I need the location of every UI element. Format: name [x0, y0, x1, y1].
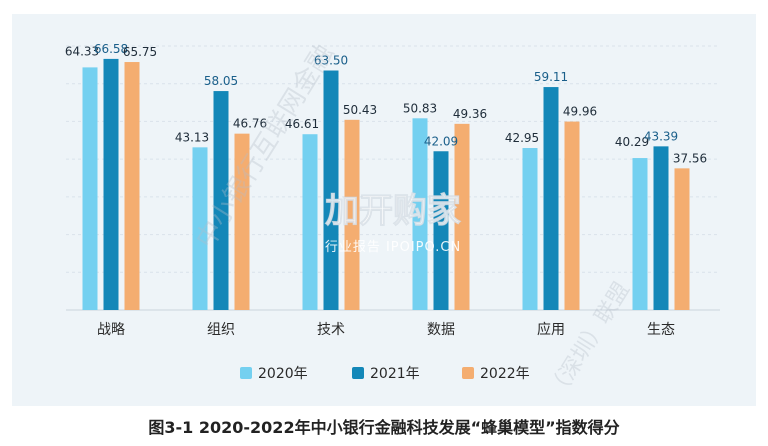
legend: 2020年 2021年 2022年 — [240, 366, 530, 382]
data-label: 65.75 — [123, 45, 157, 59]
data-label: 42.95 — [505, 131, 539, 145]
figure-caption: 图3-1 2020-2022年中小银行金融科技发展“蜂巢模型”指数得分 — [148, 418, 620, 437]
data-label: 50.83 — [403, 101, 437, 115]
x-tick-label: 数据 — [427, 322, 455, 338]
bar-战略-2022年 — [124, 62, 140, 311]
bar-战略-2021年 — [103, 58, 119, 310]
bar-战略-2020年 — [82, 67, 98, 310]
grid-lines — [66, 45, 720, 311]
data-label: 46.76 — [233, 117, 267, 131]
watermark-text: 行业报告 IPOIPO.CN — [324, 240, 462, 255]
watermark-logo: 加开购家 — [325, 191, 461, 231]
data-label: 43.39 — [644, 129, 678, 143]
bars — [82, 58, 690, 311]
bar-应用-2022年 — [564, 121, 580, 310]
bar-数据-2021年 — [433, 151, 449, 310]
data-label: 49.36 — [453, 107, 487, 121]
x-tick-label: 应用 — [537, 321, 565, 338]
bar-生态-2022年 — [674, 168, 690, 310]
legend-swatch — [462, 367, 474, 379]
data-label: 42.09 — [424, 134, 458, 148]
data-label: 50.43 — [343, 103, 377, 117]
data-label: 49.96 — [563, 105, 597, 119]
bar-技术-2020年 — [302, 134, 318, 310]
bar-生态-2020年 — [632, 158, 648, 310]
data-label: 58.05 — [204, 74, 238, 88]
data-label: 43.13 — [175, 130, 209, 144]
data-label: 64.33 — [65, 44, 99, 58]
data-label: 63.50 — [314, 54, 348, 68]
legend-swatch — [240, 367, 252, 379]
bar-技术-2022年 — [344, 119, 360, 310]
x-tick-label: 生态 — [647, 322, 675, 338]
bar-生态-2021年 — [653, 146, 669, 310]
legend-label: 2022年 — [480, 366, 530, 382]
x-axis: 战略 组织 技术 数据 应用 生态 — [97, 321, 675, 338]
watermark-diagonal: 中小银行互联网金融 — [190, 39, 339, 253]
x-tick-label: 战略 — [97, 322, 125, 338]
bar-数据-2022年 — [454, 123, 470, 310]
x-tick-label: 组织 — [207, 322, 235, 338]
bar-应用-2021年 — [543, 87, 559, 310]
data-label: 66.58 — [94, 42, 128, 56]
legend-label: 2020年 — [258, 366, 308, 382]
data-label: 37.56 — [673, 151, 707, 165]
data-label: 40.29 — [615, 135, 649, 149]
bar-组织-2020年 — [192, 147, 208, 310]
bar-技术-2021年 — [323, 70, 339, 310]
legend-label: 2021年 — [370, 366, 420, 382]
x-tick-label: 技术 — [317, 322, 345, 338]
bar-组织-2021年 — [213, 91, 229, 310]
legend-swatch — [352, 367, 364, 379]
bar-数据-2020年 — [412, 118, 428, 311]
bar-组织-2022年 — [234, 133, 250, 310]
data-label: 46.61 — [285, 117, 319, 131]
data-label: 59.11 — [534, 70, 568, 84]
bar-应用-2020年 — [522, 148, 538, 310]
